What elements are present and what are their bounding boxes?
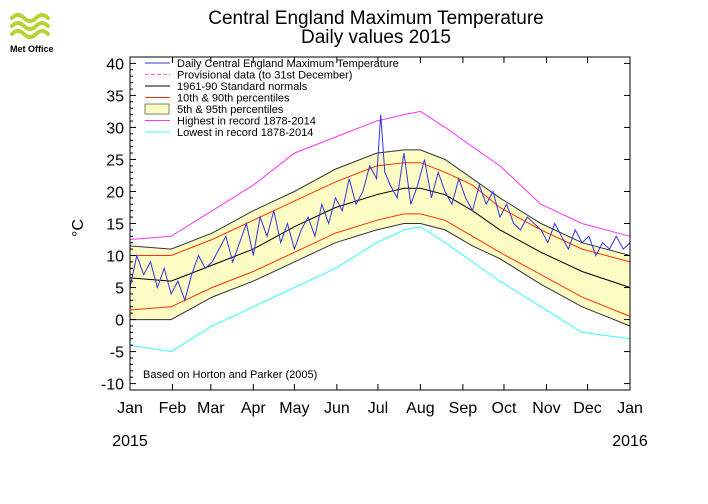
- series-10th-percentile: [129, 213, 631, 317]
- x-tick-label: Nov: [532, 400, 560, 417]
- y-axis: -10 -5 0 5 10 15 20 25 30 35 40: [101, 56, 630, 394]
- legend-label: 5th & 95th percentiles: [177, 104, 284, 116]
- series-daily-central-england-maximum-temperature: [129, 114, 631, 302]
- legend-label: Lowest in record 1878-2014: [177, 127, 313, 139]
- chart-subtitle: Daily values 2015: [301, 27, 451, 48]
- x-tick-label: Jul: [368, 400, 388, 417]
- legend-label: Daily Central England Maximum Temperatur…: [177, 58, 399, 70]
- met-office-logo: Met Office: [6, 6, 62, 58]
- year-end-label: 2016: [612, 433, 648, 450]
- x-tick-label: Dec: [573, 400, 601, 417]
- band-5-95: [130, 149, 630, 326]
- y-tick-label: 20: [106, 184, 124, 201]
- y-axis-label: °C: [70, 219, 87, 237]
- x-tick-label: Feb: [159, 400, 187, 417]
- x-tick-label: Oct: [492, 400, 517, 417]
- x-tick-label: Apr: [241, 400, 267, 417]
- x-tick-label: Jun: [324, 400, 350, 417]
- series-lines: [129, 110, 631, 353]
- y-tick-label: 0: [115, 313, 124, 330]
- y-tick-label: 15: [106, 217, 124, 234]
- met-office-wave-icon: [10, 13, 50, 39]
- legend-label: 1961-90 Standard normals: [177, 81, 308, 93]
- y-tick-label: 10: [106, 249, 124, 266]
- legend-label: Highest in record 1878-2014: [177, 116, 316, 128]
- brand-name: Met Office: [10, 44, 54, 54]
- series-lowest-in-record-1878-2014: [129, 226, 631, 353]
- x-tick-label: Jan: [617, 400, 643, 417]
- x-tick-label: Sep: [449, 400, 478, 417]
- series-1961-90-standard-normals: [129, 187, 631, 288]
- series-highest-in-record-1878-2014: [129, 110, 631, 240]
- x-tick-label: Jan: [117, 400, 143, 417]
- y-tick-label: -10: [101, 377, 124, 394]
- legend: Daily Central England Maximum Temperatur…: [144, 58, 399, 139]
- series-90th-percentile: [130, 162, 631, 263]
- y-tick-label: 5: [115, 281, 124, 298]
- y-tick-label: 30: [106, 120, 124, 137]
- legend-label: Provisional data (to 31st December): [177, 70, 352, 82]
- y-tick-label: 35: [106, 88, 124, 105]
- series-5th-percentile: [130, 223, 631, 327]
- y-tick-label: -5: [110, 345, 124, 362]
- percentile-band: [130, 149, 630, 326]
- series-95th-percentile: [129, 149, 631, 256]
- y-tick-label: 40: [106, 56, 124, 73]
- y-tick-label: 25: [106, 152, 124, 169]
- chart-title: Central England Maximum Temperature: [208, 8, 543, 29]
- x-tick-label: Mar: [197, 400, 225, 417]
- legend-label: 10th & 90th percentiles: [177, 93, 290, 105]
- source-note: Based on Horton and Parker (2005): [143, 369, 317, 381]
- year-start-label: 2015: [112, 433, 148, 450]
- x-tick-label: May: [279, 400, 309, 417]
- x-axis: Jan Feb Mar Apr May Jun Jul Aug Sep Oct Nov Dec Jan: [117, 57, 643, 417]
- x-tick-label: Aug: [406, 400, 434, 417]
- legend-swatch: [144, 103, 170, 115]
